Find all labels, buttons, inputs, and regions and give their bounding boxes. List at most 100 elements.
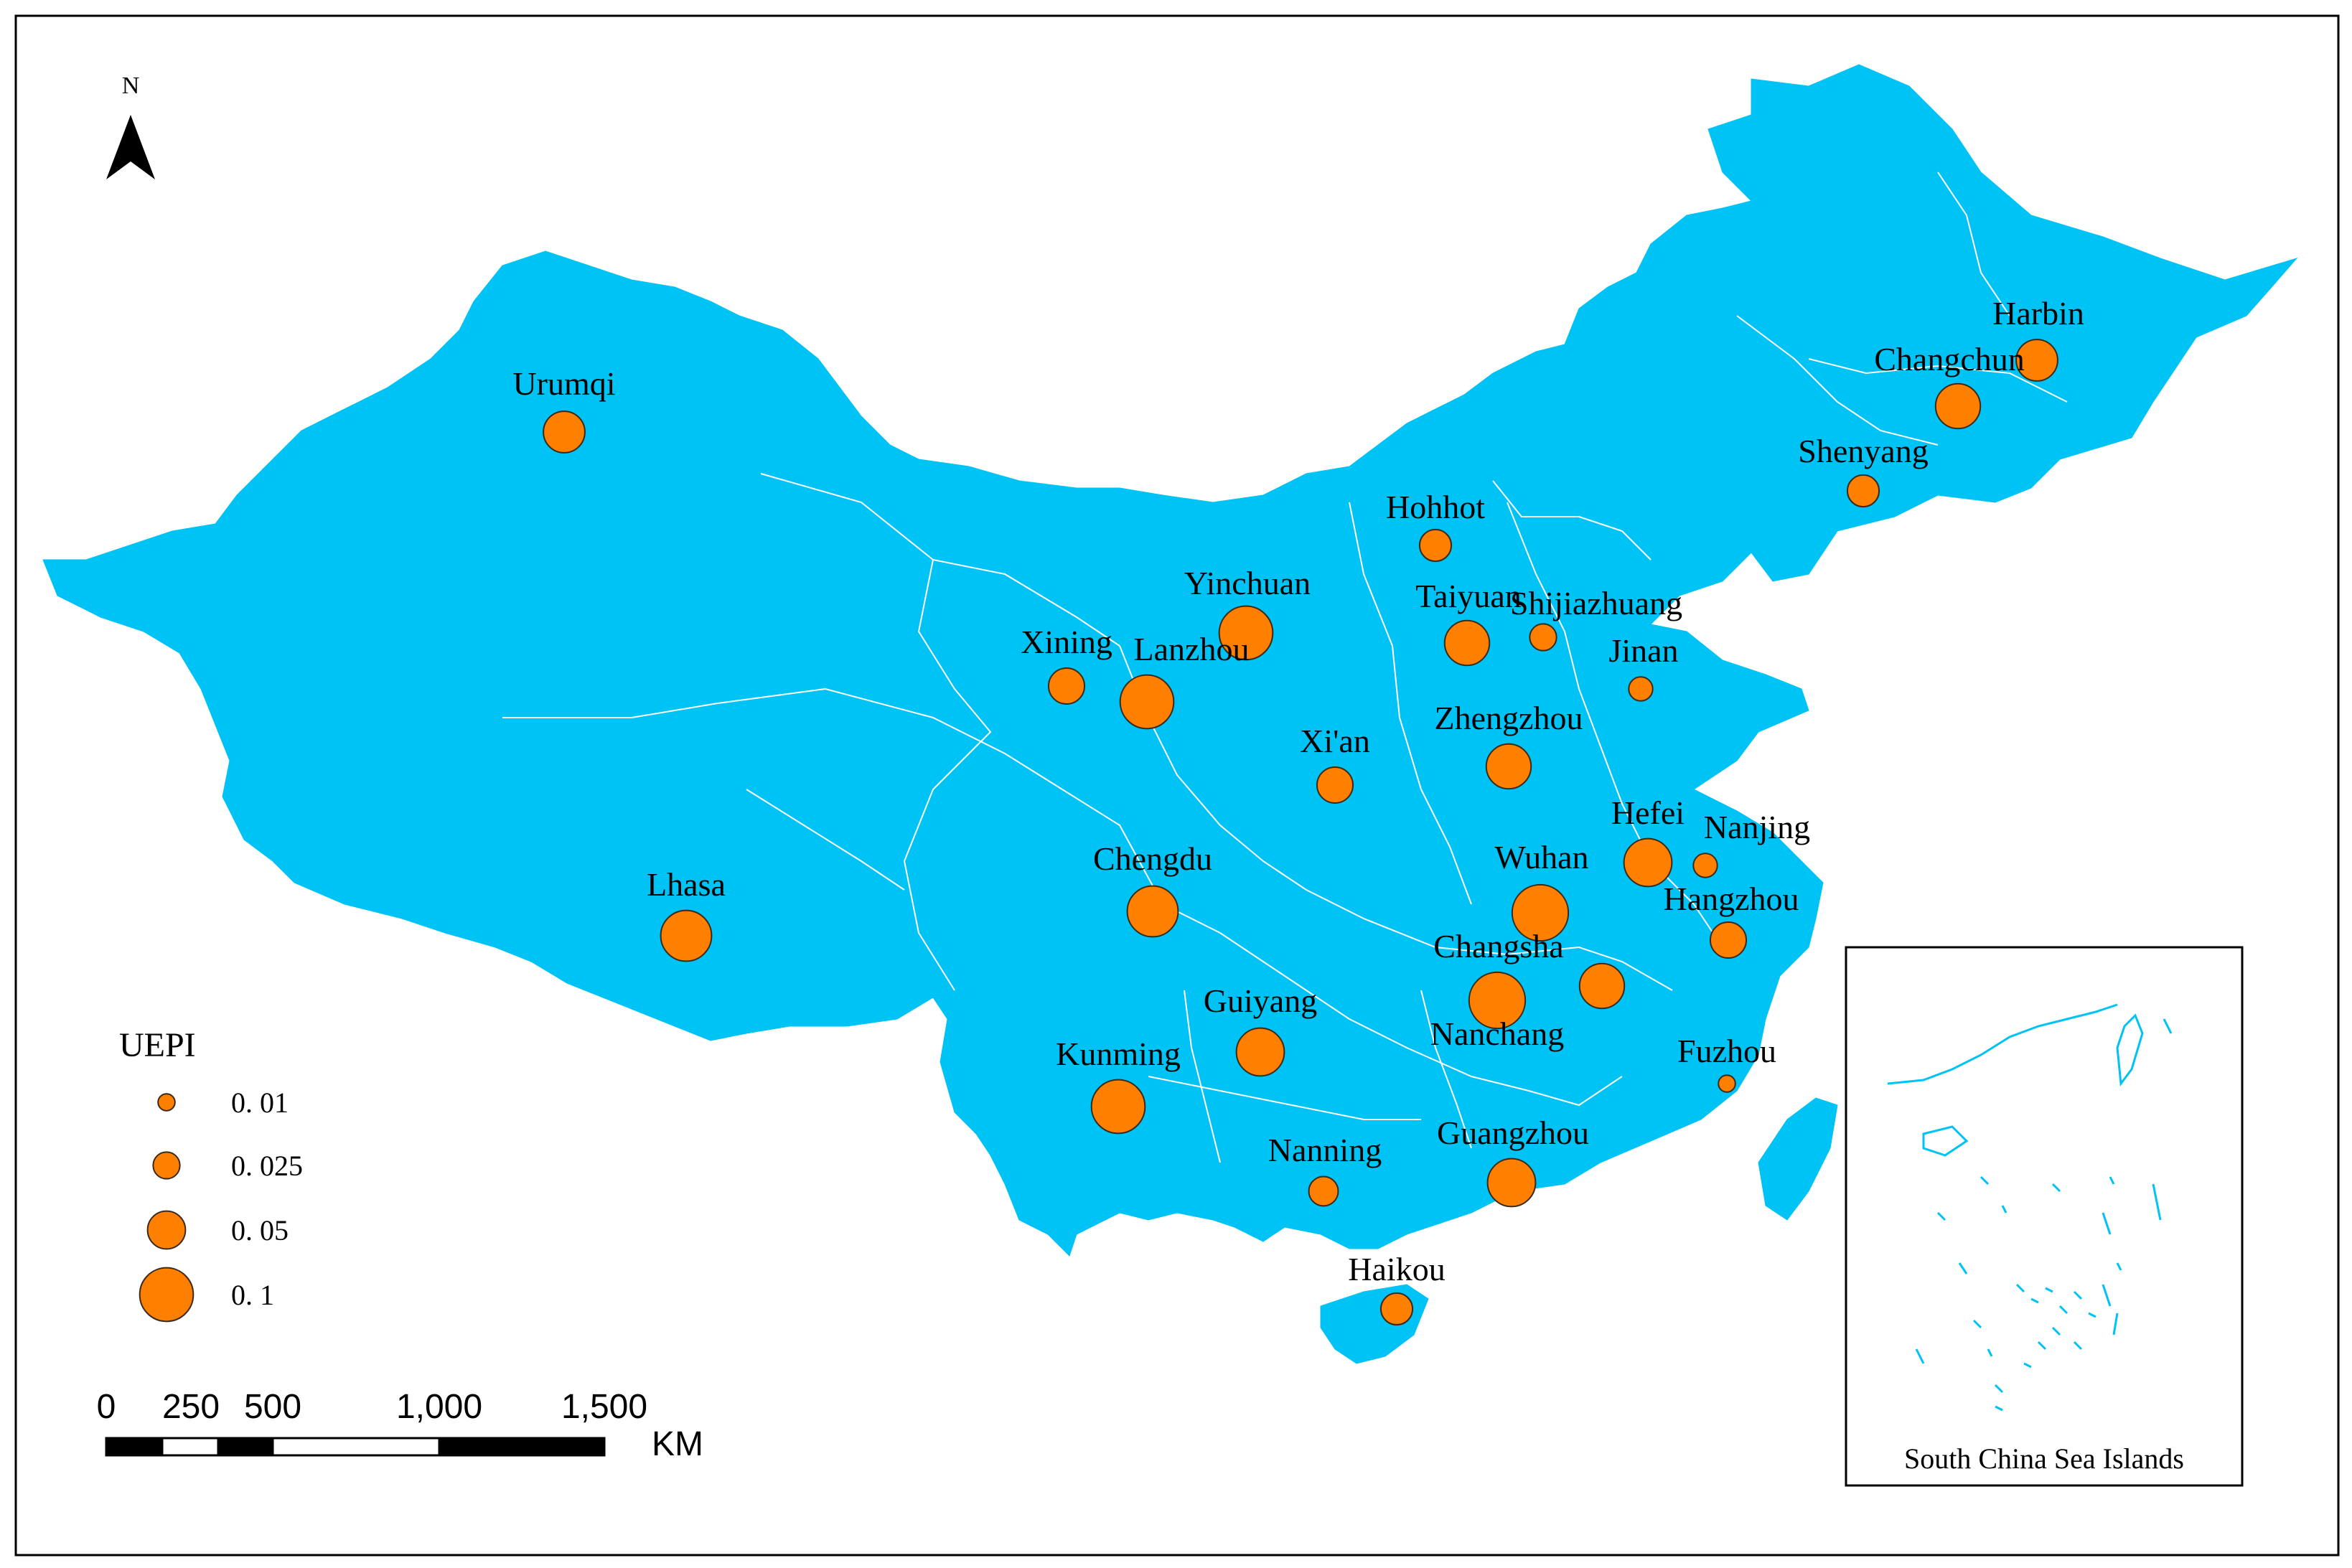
city-label-wuhan: Wuhan xyxy=(1495,839,1589,875)
boundary-line xyxy=(1148,1076,1421,1120)
city-label-kunming: Kunming xyxy=(1056,1036,1181,1072)
city-label-guangzhou: Guangzhou xyxy=(1437,1114,1589,1151)
city-label-taiyuan: Taiyuan xyxy=(1415,578,1522,614)
scale-segment xyxy=(217,1437,274,1457)
city-marker-haikou xyxy=(1379,1292,1414,1326)
city-marker-shijiazhuang xyxy=(1529,623,1557,652)
city-label-zhengzhou: Zhengzhou xyxy=(1435,700,1583,736)
legend-label: 0. 05 xyxy=(231,1214,289,1247)
city-marker-kunming xyxy=(1090,1079,1146,1135)
city-marker-harbin xyxy=(2015,339,2058,382)
inset-caption: South China Sea Islands xyxy=(1904,1442,2184,1475)
city-marker-yinchuan xyxy=(1218,605,1274,661)
boundary-line xyxy=(1420,990,1472,1149)
boundary-line xyxy=(1349,1018,1623,1107)
city-marker-fuzhou xyxy=(1718,1074,1736,1093)
north-arrow-icon xyxy=(106,115,155,179)
inset-frame xyxy=(1845,946,2244,1487)
scale-segment xyxy=(105,1437,164,1457)
city-marker-taiyuan xyxy=(1443,619,1491,667)
north-arrow: N xyxy=(106,72,155,179)
city-marker-chengdu xyxy=(1126,885,1179,938)
city-marker-shenyang xyxy=(1846,474,1880,508)
city-marker-hefei xyxy=(1623,837,1673,888)
city-marker-lanzhou xyxy=(1119,674,1175,730)
city-label-fuzhou: Fuzhou xyxy=(1677,1033,1776,1069)
city-marker-nanjing xyxy=(1692,853,1718,878)
city-label-lanzhou: Lanzhou xyxy=(1134,631,1250,667)
city-layer: Harbin Changchun Shenyang Urumqi Hohhot Yinch… xyxy=(512,295,2084,1326)
scale-bar: 0 250 500 1,000 1,500 KM xyxy=(97,1388,703,1463)
city-label-yinchuan: Yinchuan xyxy=(1184,565,1311,601)
city-label-xining: Xining xyxy=(1021,624,1112,660)
city-label-hefei: Hefei xyxy=(1611,794,1685,831)
scale-tick-label: 250 xyxy=(162,1388,220,1426)
scale-segment xyxy=(161,1437,220,1457)
boundary-line xyxy=(1184,990,1221,1163)
city-label-changsha: Changsha xyxy=(1433,928,1563,964)
legend-label: 0. 01 xyxy=(231,1086,289,1119)
north-arrow-label: N xyxy=(122,72,140,99)
inset-map: South China Sea Islands xyxy=(1845,946,2244,1487)
city-label-harbin: Harbin xyxy=(1992,295,2084,332)
scale-segment xyxy=(271,1437,441,1457)
boundary-line xyxy=(1937,172,2010,316)
city-marker-urumqi xyxy=(543,410,586,454)
boundary-line xyxy=(1492,480,1651,560)
scale-tick-label: 1,500 xyxy=(561,1388,647,1426)
city-label-haikou: Haikou xyxy=(1348,1251,1445,1287)
boundary-line xyxy=(746,789,905,891)
legend-symbol xyxy=(139,1267,195,1323)
inset-coastline xyxy=(1887,1003,2173,1412)
legend-symbol xyxy=(157,1093,176,1112)
city-marker-zhengzhou xyxy=(1485,743,1532,790)
scale-unit: KM xyxy=(652,1425,703,1463)
city-label-lhasa: Lhasa xyxy=(647,866,726,903)
boundary-line xyxy=(760,473,1120,647)
legend: UEPI 0. 01 0. 025 0. 05 0. 1 xyxy=(119,1026,303,1323)
boundary-line xyxy=(1808,358,2068,403)
legend-title: UEPI xyxy=(119,1026,196,1064)
city-label-guiyang: Guiyang xyxy=(1204,982,1317,1019)
scale-segment xyxy=(438,1437,606,1457)
city-marker-jinan xyxy=(1628,676,1654,702)
city-label-nanchang: Nanchang xyxy=(1430,1015,1564,1052)
taiwan-island xyxy=(1758,1097,1838,1221)
city-marker-changchun xyxy=(1934,382,1982,430)
city-marker-nanning xyxy=(1308,1175,1339,1207)
city-label-shijiazhuang: Shijiazhuang xyxy=(1510,585,1682,621)
city-label-urumqi: Urumqi xyxy=(512,365,615,402)
city-marker-xining xyxy=(1047,667,1086,705)
city-label-nanjing: Nanjing xyxy=(1704,809,1810,845)
city-marker-hangzhou xyxy=(1709,921,1748,959)
city-label-jinan: Jinan xyxy=(1608,632,1678,669)
boundary-line xyxy=(1363,918,1673,991)
boundary-line xyxy=(1507,502,1601,747)
city-marker-changsha xyxy=(1468,971,1527,1030)
boundary-line xyxy=(903,559,992,991)
city-label-chengdu: Chengdu xyxy=(1093,840,1212,877)
legend-label: 0. 025 xyxy=(231,1150,303,1182)
boundary-line xyxy=(1736,315,1939,446)
legend-label: 0. 1 xyxy=(231,1279,274,1311)
city-label-shenyang: Shenyang xyxy=(1798,433,1928,469)
city-marker-nanchang xyxy=(1578,962,1626,1010)
legend-items: 0. 01 0. 025 0. 05 0. 1 xyxy=(139,1086,303,1323)
legend-symbol xyxy=(152,1151,181,1180)
legend-symbol xyxy=(146,1210,187,1250)
city-marker-hohhot xyxy=(1418,528,1453,563)
scale-tick-label: 500 xyxy=(244,1388,301,1426)
city-label-changchun: Changchun xyxy=(1874,341,2025,377)
scale-tick-label: 0 xyxy=(97,1388,116,1426)
province-boundaries xyxy=(502,172,2068,1163)
city-label-hohhot: Hohhot xyxy=(1386,489,1485,525)
city-marker-xian xyxy=(1316,766,1354,804)
city-marker-wuhan xyxy=(1511,883,1570,942)
city-marker-lhasa xyxy=(660,909,713,962)
city-marker-guangzhou xyxy=(1486,1158,1537,1208)
city-label-xian: Xi'an xyxy=(1300,723,1370,759)
city-label-hangzhou: Hangzhou xyxy=(1663,881,1799,917)
boundary-line xyxy=(631,687,1063,790)
city-marker-guiyang xyxy=(1235,1027,1285,1077)
